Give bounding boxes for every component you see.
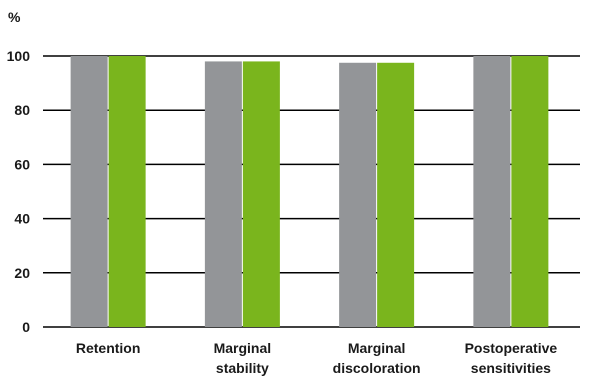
y-tick-label: 100 xyxy=(7,48,31,64)
category-label-line: stability xyxy=(216,360,269,376)
bar-series-2 xyxy=(511,56,549,327)
bar-series-2 xyxy=(242,61,280,328)
category-label-line: Marginal xyxy=(348,340,406,356)
bar-series-1 xyxy=(70,56,108,327)
bar-series-2 xyxy=(108,56,146,327)
category-label-line: Marginal xyxy=(214,340,272,356)
y-tick-label: 60 xyxy=(14,156,30,172)
y-tick-label: 0 xyxy=(22,319,30,335)
category-label-line: discoloration xyxy=(333,360,421,376)
bar-series-1 xyxy=(473,56,511,327)
category-label-line: sensitivities xyxy=(471,360,551,376)
y-tick-label: 40 xyxy=(14,211,30,227)
y-tick-label: 20 xyxy=(14,265,30,281)
bar-series-2 xyxy=(377,62,415,328)
y-tick-label: 80 xyxy=(14,102,30,118)
bar-series-1 xyxy=(339,62,377,328)
category-label: Postoperative sensitivities xyxy=(465,340,558,376)
category-label: Marginal discoloration xyxy=(333,340,421,376)
category-labels: Retention Marginal stability Marginal discol… xyxy=(76,340,558,376)
category-label: Marginal stability xyxy=(214,340,272,376)
bar-series-1 xyxy=(204,61,242,328)
category-label-line: Retention xyxy=(76,340,141,356)
y-axis-unit-label: % xyxy=(8,9,21,25)
category-label: Retention xyxy=(76,340,141,356)
bars xyxy=(70,56,549,328)
y-tick-labels: 0 20 40 60 80 100 xyxy=(7,48,31,335)
category-label-line: Postoperative xyxy=(465,340,558,356)
